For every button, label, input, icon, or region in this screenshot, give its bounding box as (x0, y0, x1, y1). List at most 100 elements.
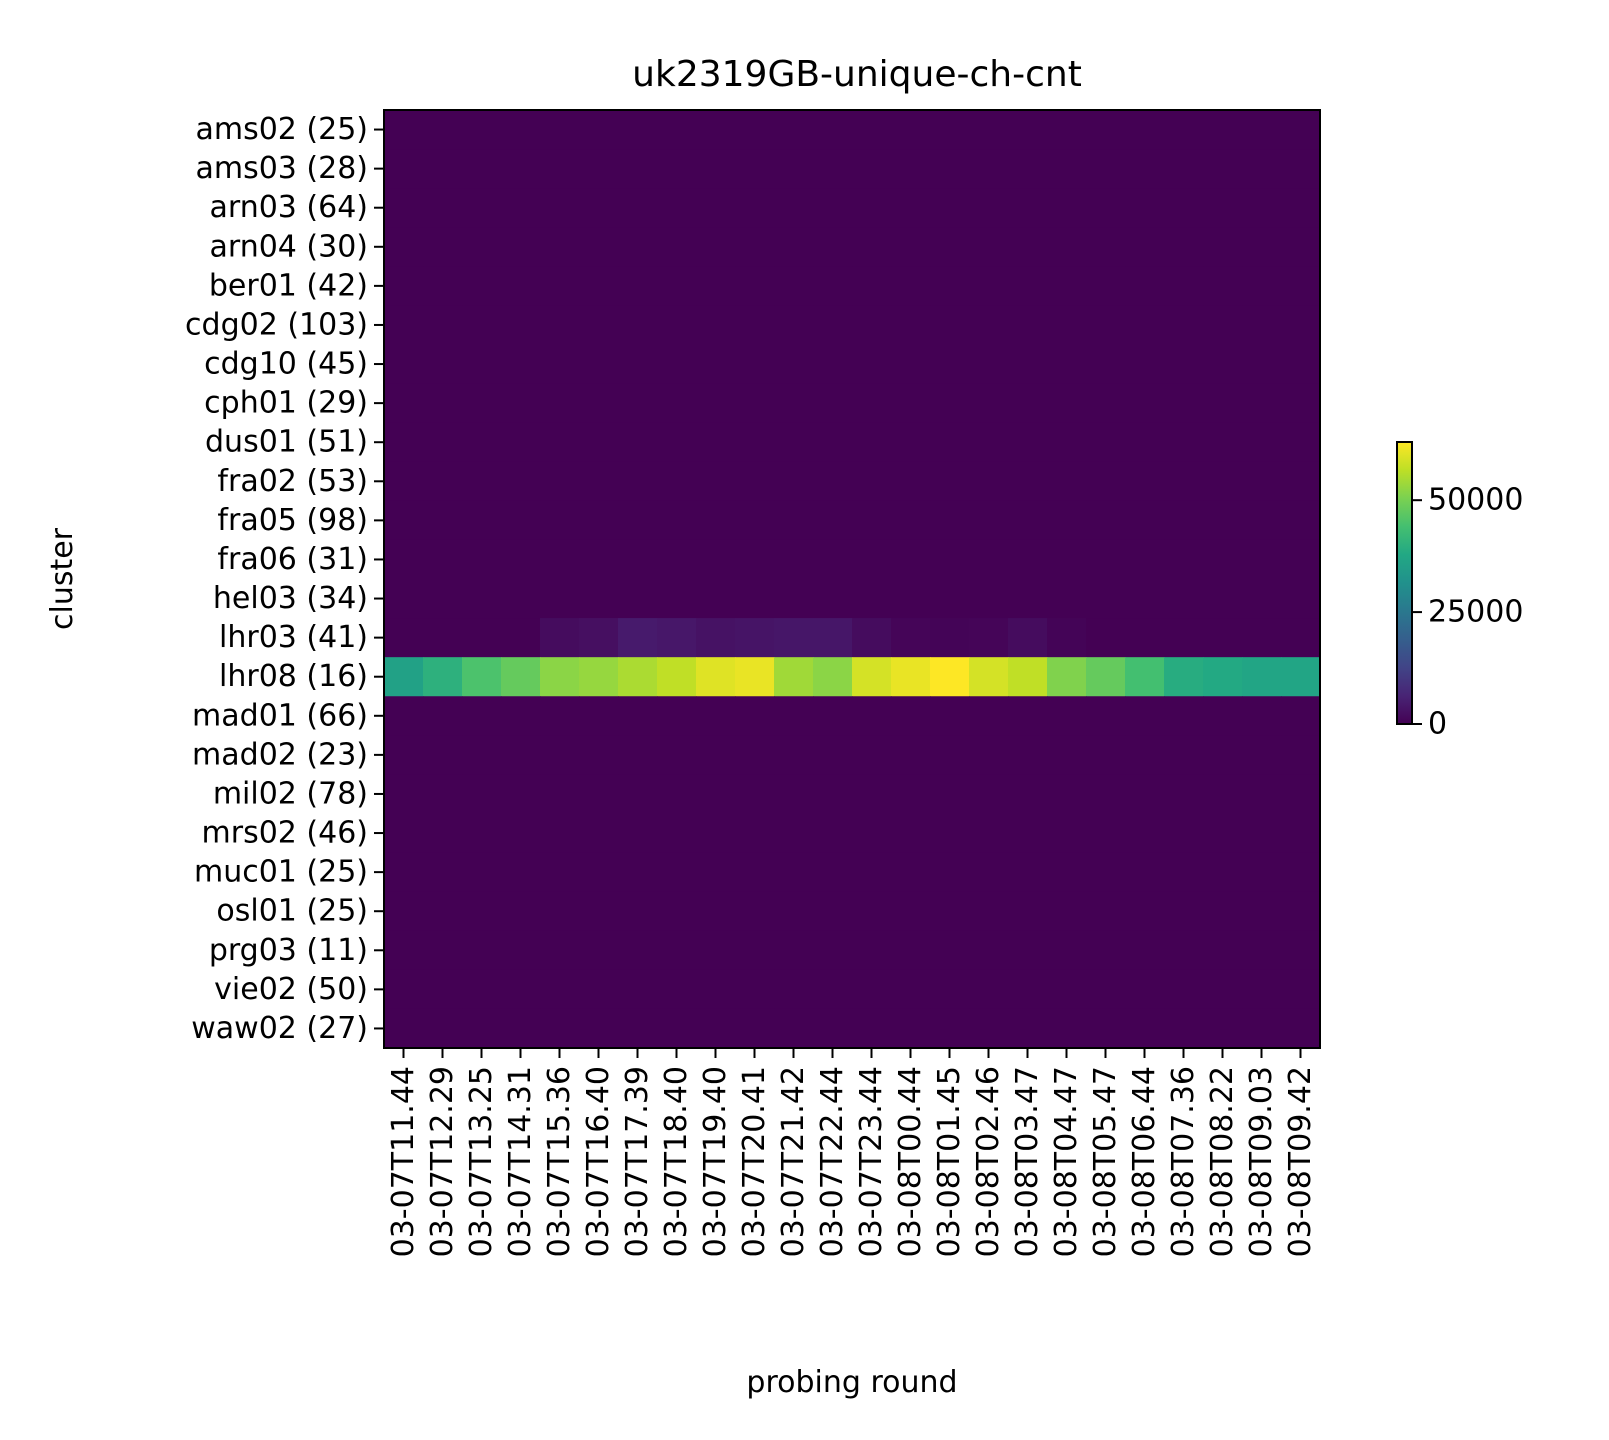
heatmap-cell (462, 422, 502, 463)
y-tick-label: hel03 (34) (213, 581, 368, 616)
heatmap-cell (813, 930, 853, 971)
heatmap-cell (384, 735, 424, 776)
heatmap-cell (618, 305, 658, 346)
heatmap-cell (969, 305, 1009, 346)
heatmap-cell (1281, 579, 1321, 619)
heatmap-cell (579, 500, 619, 541)
heatmap-cell (696, 266, 736, 307)
heatmap-cell (462, 696, 502, 736)
heatmap-cell (579, 227, 619, 267)
heatmap-cell (462, 657, 502, 697)
heatmap-cell (813, 774, 853, 815)
heatmap-cell (618, 735, 658, 776)
heatmap-cell (735, 500, 775, 541)
heatmap-cell (735, 657, 775, 697)
heatmap-cell (1164, 969, 1204, 1010)
heatmap-cell (540, 344, 580, 385)
heatmap-cell (1164, 1008, 1204, 1049)
heatmap-cell (1125, 618, 1165, 658)
heatmap-cell (1047, 539, 1087, 580)
heatmap-cell (813, 188, 853, 228)
heatmap-cell (579, 618, 619, 658)
heatmap-cell (384, 852, 424, 893)
heatmap-cell (1242, 500, 1282, 541)
heatmap-cell (618, 891, 658, 932)
heatmap-cell (930, 188, 970, 228)
heatmap-cell (696, 149, 736, 189)
heatmap-cell (735, 149, 775, 189)
heatmap-cell (1281, 813, 1321, 854)
x-tick-label: 03-08T00.44 (893, 1066, 928, 1257)
heatmap-cell (1008, 618, 1048, 658)
heatmap-cell (1281, 930, 1321, 971)
heatmap-cell (1125, 149, 1165, 189)
heatmap-cell (930, 539, 970, 580)
heatmap-cell (540, 227, 580, 267)
heatmap-cell (696, 1008, 736, 1049)
heatmap-cell (930, 266, 970, 307)
heatmap-cell (774, 774, 814, 815)
heatmap-cell (501, 422, 541, 463)
y-axis-label: cluster (45, 527, 80, 630)
heatmap-cell (774, 657, 814, 697)
heatmap-cell (1125, 852, 1165, 893)
heatmap-cell (774, 1008, 814, 1049)
heatmap-cell (1164, 188, 1204, 228)
heatmap-cell (852, 461, 892, 502)
colorbar-tick-label: 50000 (1428, 483, 1523, 518)
heatmap-cell (1203, 266, 1243, 307)
heatmap-cell (501, 383, 541, 424)
heatmap-cell (1047, 618, 1087, 658)
heatmap-cell (423, 1008, 463, 1049)
heatmap-cell (384, 149, 424, 189)
heatmap-cell (501, 539, 541, 580)
heatmap-cell (1242, 735, 1282, 776)
heatmap-cell (1047, 1008, 1087, 1049)
heatmap-cell (579, 1008, 619, 1049)
heatmap-cell (930, 813, 970, 854)
heatmap-cell (1086, 696, 1126, 736)
x-tick-label: 03-08T05.47 (1088, 1066, 1123, 1257)
heatmap-cell (735, 227, 775, 267)
heatmap-cell (501, 891, 541, 932)
heatmap-cell (1203, 149, 1243, 189)
heatmap-cell (774, 852, 814, 893)
heatmap-cell (423, 930, 463, 971)
heatmap-cell (969, 344, 1009, 385)
y-tick-label: mil02 (78) (213, 776, 368, 811)
heatmap-cell (1086, 657, 1126, 697)
heatmap-cell (696, 696, 736, 736)
heatmap-cell (423, 852, 463, 893)
y-tick-label: muc01 (25) (194, 855, 368, 890)
heatmap-cell (774, 188, 814, 228)
heatmap-cell (852, 188, 892, 228)
heatmap-cell (1242, 1008, 1282, 1049)
heatmap-cell (1086, 500, 1126, 541)
heatmap-cell (1242, 618, 1282, 658)
heatmap-cell (1008, 852, 1048, 893)
heatmap-cell (891, 774, 931, 815)
heatmap-cell (423, 188, 463, 228)
heatmap-cell (657, 344, 697, 385)
heatmap-cell (1008, 657, 1048, 697)
heatmap-cell (579, 930, 619, 971)
x-axis-label: probing round (746, 1365, 957, 1400)
heatmap-cell (1203, 579, 1243, 619)
x-tick-label: 03-07T21.42 (776, 1066, 811, 1257)
heatmap-cell (1203, 227, 1243, 267)
chart-title: uk2319GB-unique-ch-cnt (632, 54, 1082, 95)
heatmap-cell (540, 305, 580, 346)
heatmap-cell (1203, 852, 1243, 893)
heatmap-cell (462, 618, 502, 658)
heatmap-cell (1164, 657, 1204, 697)
heatmap-cell (813, 500, 853, 541)
x-tick-label: 03-07T22.44 (815, 1066, 850, 1257)
heatmap-cell (891, 852, 931, 893)
heatmap-cell (618, 266, 658, 307)
heatmap-cell (1164, 774, 1204, 815)
heatmap-cell (384, 969, 424, 1010)
y-tick-label: mad02 (23) (192, 737, 368, 772)
heatmap-cell (891, 149, 931, 189)
heatmap-cell (1125, 813, 1165, 854)
heatmap-cell (657, 657, 697, 697)
